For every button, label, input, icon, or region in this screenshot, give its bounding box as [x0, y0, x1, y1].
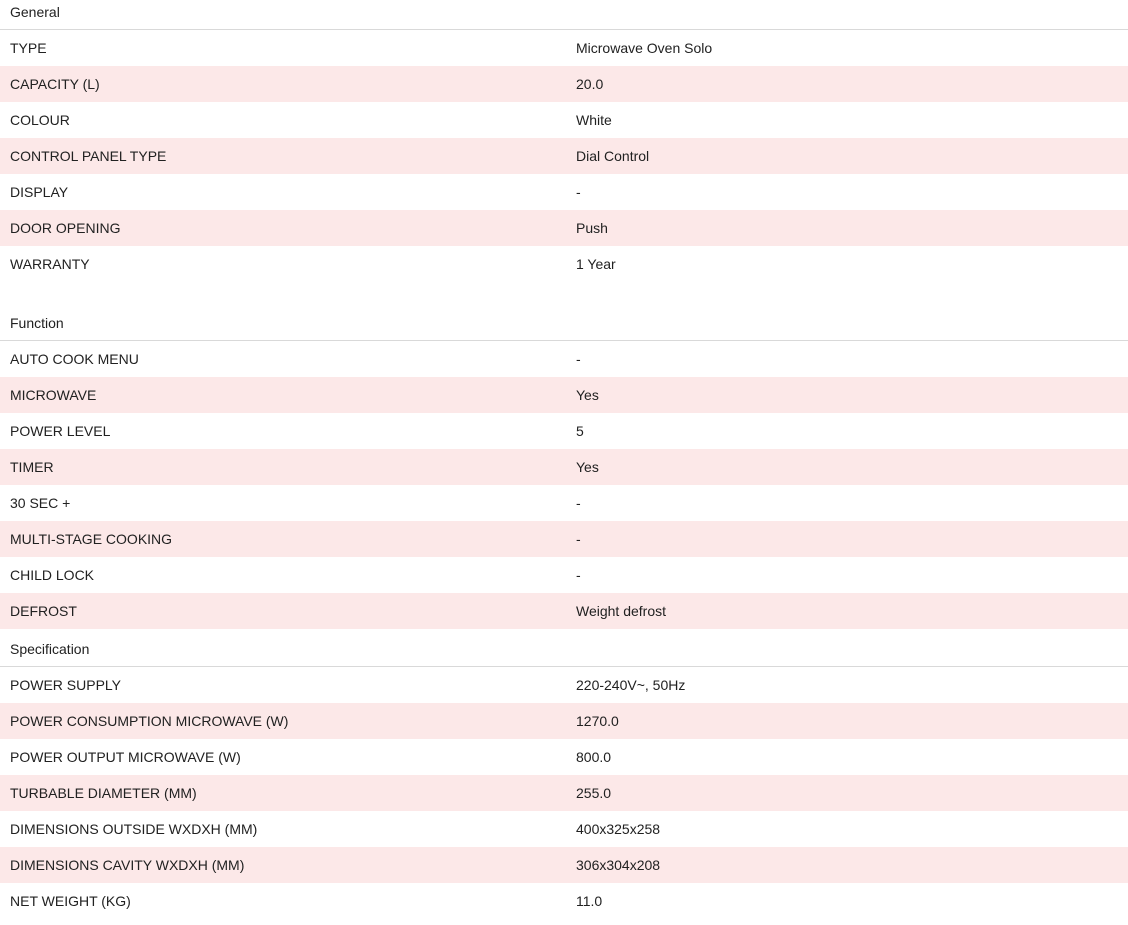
spec-value: - — [576, 495, 581, 511]
spec-label: TURBABLE DIAMETER (MM) — [10, 785, 197, 801]
spec-row: POWER OUTPUT MICROWAVE (W) 800.0 — [0, 739, 1128, 775]
spec-label: DOOR OPENING — [10, 220, 121, 236]
spec-value: - — [576, 184, 581, 200]
spec-value: - — [576, 351, 581, 367]
spec-value: - — [576, 531, 581, 547]
spec-label: CHILD LOCK — [10, 567, 95, 583]
spec-label: POWER LEVEL — [10, 423, 111, 439]
spec-row: DOOR OPENING Push — [0, 210, 1128, 246]
spec-rows: POWER SUPPLY 220-240V~, 50Hz POWER CONSUMP… — [0, 667, 1128, 919]
spec-row: NET WEIGHT (KG) 11.0 — [0, 883, 1128, 919]
spec-label: POWER SUPPLY — [10, 677, 121, 693]
spec-value: 800.0 — [576, 749, 612, 765]
section-header: Function — [0, 311, 1128, 341]
spec-label: NET WEIGHT (KG) — [10, 893, 131, 909]
spec-row: 30 SEC + - — [0, 485, 1128, 521]
spec-row: DIMENSIONS OUTSIDE WXDXH (MM) 400x325x258 — [0, 811, 1128, 847]
spec-row: AUTO COOK MENU - — [0, 341, 1128, 377]
spec-label: CAPACITY (L) — [10, 76, 100, 92]
spec-value: 1270.0 — [576, 713, 619, 729]
spec-row: POWER CONSUMPTION MICROWAVE (W) 1270.0 — [0, 703, 1128, 739]
section-header: General — [0, 0, 1128, 30]
spec-value: 20.0 — [576, 76, 604, 92]
spec-row: TIMER Yes — [0, 449, 1128, 485]
spec-value: Yes — [576, 459, 599, 475]
spec-value: 400x325x258 — [576, 821, 661, 837]
spec-row: MULTI-STAGE COOKING - — [0, 521, 1128, 557]
spec-rows: TYPE Microwave Oven Solo CAPACITY (L) 20.0 C… — [0, 30, 1128, 282]
section-header: Specification — [0, 637, 1128, 667]
spec-label: AUTO COOK MENU — [10, 351, 139, 367]
spec-label: DEFROST — [10, 603, 77, 619]
spec-row: COLOUR White — [0, 102, 1128, 138]
spec-section: General TYPE Microwave Oven Solo CAPACITY (… — [0, 0, 1128, 282]
spec-value: 1 Year — [576, 256, 616, 272]
spec-value: 306x304x208 — [576, 857, 661, 873]
spec-label: POWER OUTPUT MICROWAVE (W) — [10, 749, 241, 765]
spec-label: CONTROL PANEL TYPE — [10, 148, 167, 164]
spec-value: White — [576, 112, 612, 128]
spec-row: TYPE Microwave Oven Solo — [0, 30, 1128, 66]
spec-value: Push — [576, 220, 608, 236]
spec-row: CAPACITY (L) 20.0 — [0, 66, 1128, 102]
spec-value: 11.0 — [576, 893, 603, 909]
spec-value: Weight defrost — [576, 603, 667, 619]
spec-row: DIMENSIONS CAVITY WXDXH (MM) 306x304x208 — [0, 847, 1128, 883]
spec-rows: AUTO COOK MENU - MICROWAVE Yes POWER LEVEL 5 T… — [0, 341, 1128, 629]
spec-row: WARRANTY 1 Year — [0, 246, 1128, 282]
spec-label: DIMENSIONS CAVITY WXDXH (MM) — [10, 857, 245, 873]
spec-value: Microwave Oven Solo — [576, 40, 713, 56]
spec-section: Specification POWER SUPPLY 220-240V~, 50Hz… — [0, 637, 1128, 919]
spec-label: MULTI-STAGE COOKING — [10, 531, 173, 547]
spec-label: 30 SEC + — [10, 495, 71, 511]
spec-row: CONTROL PANEL TYPE Dial Control — [0, 138, 1128, 174]
spec-row: CHILD LOCK - — [0, 557, 1128, 593]
spec-label: DIMENSIONS OUTSIDE WXDXH (MM) — [10, 821, 258, 837]
spec-row: POWER SUPPLY 220-240V~, 50Hz — [0, 667, 1128, 703]
spec-row: DISPLAY - — [0, 174, 1128, 210]
spec-row: MICROWAVE Yes — [0, 377, 1128, 413]
spec-label: COLOUR — [10, 112, 70, 128]
spec-value: 220-240V~, 50Hz — [576, 677, 686, 693]
spec-label: TIMER — [10, 459, 54, 475]
spec-section: Function AUTO COOK MENU - MICROWAVE Yes POWER… — [0, 311, 1128, 629]
spec-value: Dial Control — [576, 148, 650, 164]
spec-label: DISPLAY — [10, 184, 69, 200]
spec-label: WARRANTY — [10, 256, 90, 272]
spec-value: - — [576, 567, 581, 583]
spec-value: 5 — [576, 423, 584, 439]
spec-row: TURBABLE DIAMETER (MM) 255.0 — [0, 775, 1128, 811]
spec-value: Yes — [576, 387, 599, 403]
spec-row: POWER LEVEL 5 — [0, 413, 1128, 449]
spec-label: TYPE — [10, 40, 47, 56]
spec-row: DEFROST Weight defrost — [0, 593, 1128, 629]
spec-label: POWER CONSUMPTION MICROWAVE (W) — [10, 713, 289, 729]
spec-value: 255.0 — [576, 785, 612, 801]
spec-label: MICROWAVE — [10, 387, 97, 403]
